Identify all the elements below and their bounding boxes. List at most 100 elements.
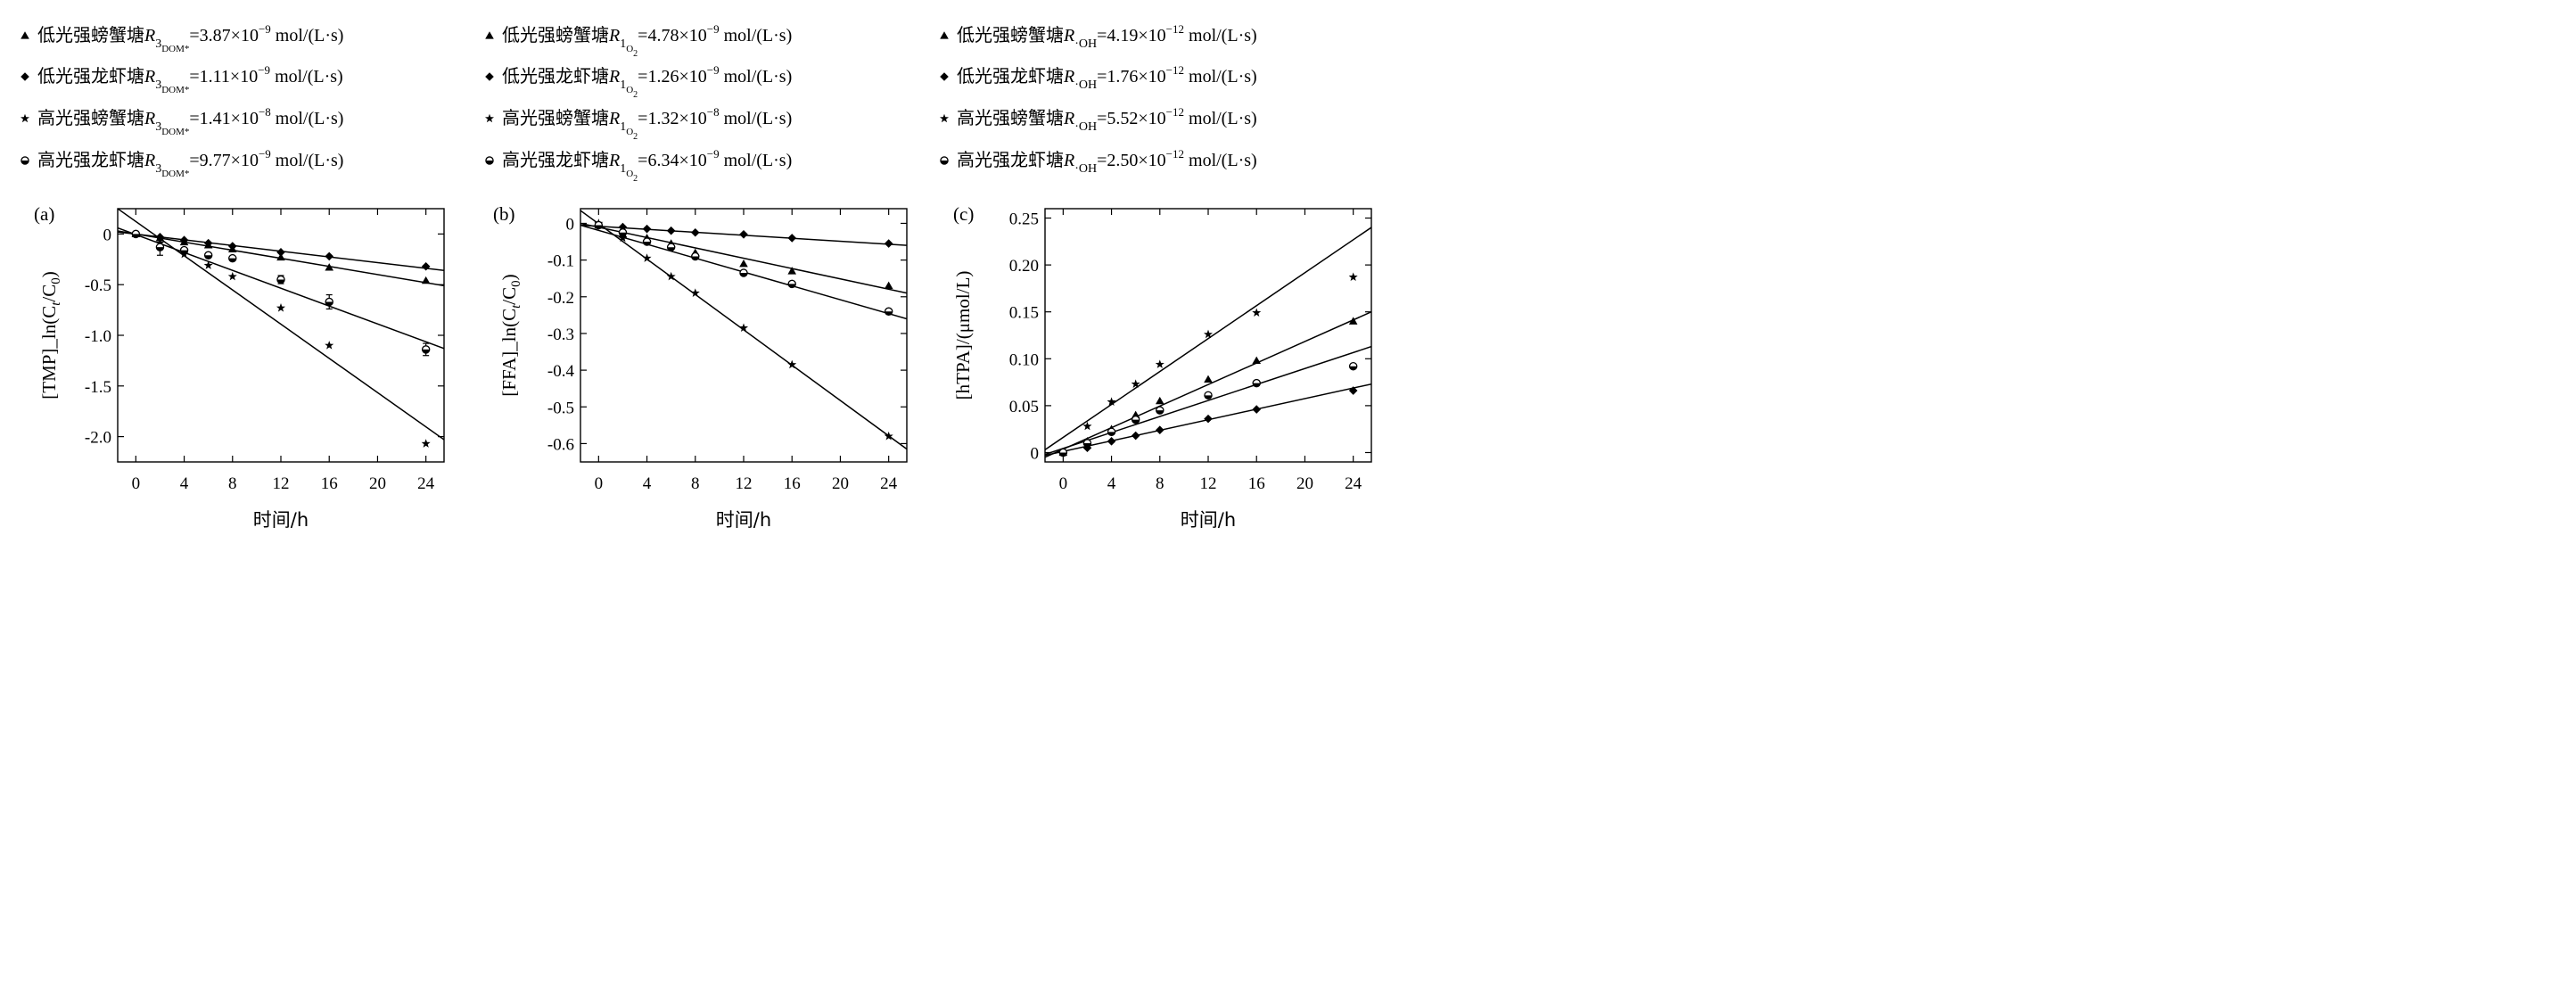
diamond-data-point bbox=[227, 242, 237, 251]
fit-line bbox=[1045, 311, 1371, 458]
star-data-point bbox=[738, 323, 749, 333]
x-tick-label: 0 bbox=[132, 474, 141, 493]
star-series bbox=[580, 210, 907, 450]
x-tick-label: 4 bbox=[1107, 474, 1116, 493]
y-tick-label: -0.6 bbox=[547, 435, 574, 454]
legend-entry: 高光强螃蟹塘R1O2=1.32×10−8 mol/(L·s) bbox=[484, 105, 792, 142]
x-axis-label: 时间/h bbox=[716, 509, 771, 531]
legend-column: 低光强螃蟹塘R3DOM*=3.87×10−9 mol/(L·s) 低光强龙虾塘R3… bbox=[20, 22, 343, 179]
star-data-point bbox=[1155, 359, 1165, 368]
x-tick-label: 8 bbox=[691, 474, 700, 493]
legend-entry: 高光强龙虾塘R1O2=6.34×10−9 mol/(L·s) bbox=[485, 147, 792, 184]
x-tick-label: 12 bbox=[736, 474, 753, 493]
triangle-data-point bbox=[739, 259, 748, 268]
diamond-data-point bbox=[666, 226, 676, 235]
diamond-legend-marker bbox=[940, 72, 949, 81]
circle-data-point bbox=[155, 243, 165, 251]
star-data-point bbox=[276, 303, 286, 312]
triangle-legend-marker bbox=[485, 31, 494, 39]
diamond-legend-marker bbox=[21, 72, 29, 81]
diamond-data-point bbox=[884, 239, 893, 248]
y-tick-label: -0.5 bbox=[85, 276, 111, 295]
circle-data-point bbox=[228, 253, 237, 263]
chart-panel: 0 4 8 12 16 20 24 0 -0.1 -0.2 -0.3 -0.4 -0.5 -0.6 时间/h… bbox=[493, 203, 908, 531]
legend-column: 低光强螃蟹塘R1O2=4.78×10−9 mol/(L·s) 低光强龙虾塘R1O2… bbox=[484, 22, 792, 184]
circle-data-point bbox=[594, 220, 604, 230]
x-axis-label: 时间/h bbox=[253, 509, 309, 531]
diamond-data-point bbox=[421, 261, 431, 271]
star-data-point bbox=[1107, 397, 1116, 406]
y-axis-label: [hTPA]/(μmol/L) bbox=[952, 271, 974, 400]
legend-text: 低光强螃蟹塘R·OH=4.19×10−12 mol/(L·s) bbox=[957, 22, 1257, 51]
legend-text: 低光强龙虾塘R1O2=1.26×10−9 mol/(L·s) bbox=[502, 63, 792, 100]
star-series bbox=[118, 209, 444, 448]
chart-panel: 0 4 8 12 16 20 24 0 -0.5 -1.0 -1.5 -2.0 时间/h [TMP]_ln… bbox=[34, 203, 445, 531]
legend-entry: 低光强螃蟹塘R3DOM*=3.87×10−9 mol/(L·s) bbox=[21, 22, 343, 54]
circle-series bbox=[118, 227, 444, 357]
y-tick-label: 0.15 bbox=[1009, 304, 1039, 323]
diamond-legend-marker bbox=[485, 72, 494, 81]
circle-data-point bbox=[1058, 448, 1068, 457]
circle-data-point bbox=[1082, 439, 1092, 448]
diamond-data-point bbox=[155, 233, 165, 242]
legend-area: 低光强螃蟹塘R3DOM*=3.87×10−9 mol/(L·s) 低光强龙虾塘R3… bbox=[20, 22, 1257, 184]
legend-entry: 高光强龙虾塘R·OH=2.50×10−12 mol/(L·s) bbox=[940, 147, 1257, 176]
x-tick-label: 8 bbox=[1156, 474, 1165, 493]
star-data-point bbox=[1203, 329, 1214, 339]
diamond-data-point bbox=[787, 234, 797, 243]
circle-data-point bbox=[1107, 427, 1116, 437]
star-data-point bbox=[666, 271, 676, 281]
x-tick-label: 4 bbox=[180, 474, 189, 493]
circle-data-point bbox=[1131, 415, 1140, 424]
legend-entry: 高光强螃蟹塘R·OH=5.52×10−12 mol/(L·s) bbox=[939, 105, 1257, 134]
star-data-point bbox=[1082, 421, 1092, 431]
triangle-data-point bbox=[787, 267, 797, 275]
triangle-data-point bbox=[1204, 375, 1213, 383]
diamond-data-point bbox=[203, 238, 213, 248]
circle-data-point bbox=[1252, 378, 1261, 388]
circle-data-point bbox=[884, 307, 893, 316]
diamond-series bbox=[118, 229, 444, 272]
legend-text: 高光强螃蟹塘R1O2=1.32×10−8 mol/(L·s) bbox=[502, 105, 792, 142]
circle-data-point bbox=[1156, 406, 1165, 415]
triangle-data-point bbox=[884, 281, 893, 290]
diamond-data-point bbox=[1107, 437, 1116, 446]
y-tick-label: -0.2 bbox=[547, 289, 574, 308]
legend-entry: 低光强龙虾塘R1O2=1.26×10−9 mol/(L·s) bbox=[485, 63, 792, 100]
legend-text: 高光强龙虾塘R3DOM*=9.77×10−9 mol/(L·s) bbox=[37, 147, 343, 179]
x-tick-label: 4 bbox=[643, 474, 652, 493]
circle-data-point bbox=[642, 237, 652, 246]
legend-text: 低光强螃蟹塘R3DOM*=3.87×10−9 mol/(L·s) bbox=[37, 22, 343, 54]
circle-data-point bbox=[691, 251, 700, 261]
x-tick-label: 16 bbox=[321, 474, 338, 493]
triangle-data-point bbox=[325, 263, 334, 271]
y-tick-label: -1.0 bbox=[85, 327, 111, 346]
diamond-data-point bbox=[1348, 386, 1358, 395]
diamond-data-point bbox=[690, 227, 700, 237]
star-data-point bbox=[421, 439, 431, 448]
y-tick-label: -0.5 bbox=[547, 399, 574, 417]
triangle-legend-marker bbox=[21, 31, 29, 39]
y-tick-label: 0 bbox=[103, 226, 112, 244]
legend-text: 低光强龙虾塘R·OH=1.76×10−12 mol/(L·s) bbox=[957, 63, 1257, 92]
legend-text: 高光强龙虾塘R1O2=6.34×10−9 mol/(L·s) bbox=[502, 147, 792, 184]
star-legend-marker bbox=[939, 113, 950, 123]
y-tick-label: 0.20 bbox=[1009, 257, 1039, 276]
circle-data-point bbox=[1348, 361, 1358, 371]
series-layer bbox=[118, 209, 444, 448]
x-tick-label: 0 bbox=[1059, 474, 1068, 493]
star-legend-marker bbox=[484, 113, 495, 123]
legend-entry: 低光强龙虾塘R·OH=1.76×10−12 mol/(L·s) bbox=[940, 63, 1257, 92]
fit-line bbox=[118, 209, 444, 441]
x-tick-label: 24 bbox=[1345, 474, 1362, 493]
diamond-data-point bbox=[276, 248, 285, 257]
series-layer bbox=[1045, 227, 1371, 458]
y-tick-label: 0.25 bbox=[1009, 210, 1039, 229]
diamond-series bbox=[1045, 383, 1371, 457]
circle-data-point bbox=[276, 275, 285, 284]
legend-entry: 高光强螃蟹塘R3DOM*=1.41×10−8 mol/(L·s) bbox=[20, 105, 343, 137]
diamond-data-point bbox=[1252, 405, 1262, 414]
legend-text: 高光强螃蟹塘R·OH=5.52×10−12 mol/(L·s) bbox=[957, 105, 1257, 134]
legend-text: 高光强龙虾塘R·OH=2.50×10−12 mol/(L·s) bbox=[957, 147, 1257, 176]
star-data-point bbox=[884, 431, 893, 441]
